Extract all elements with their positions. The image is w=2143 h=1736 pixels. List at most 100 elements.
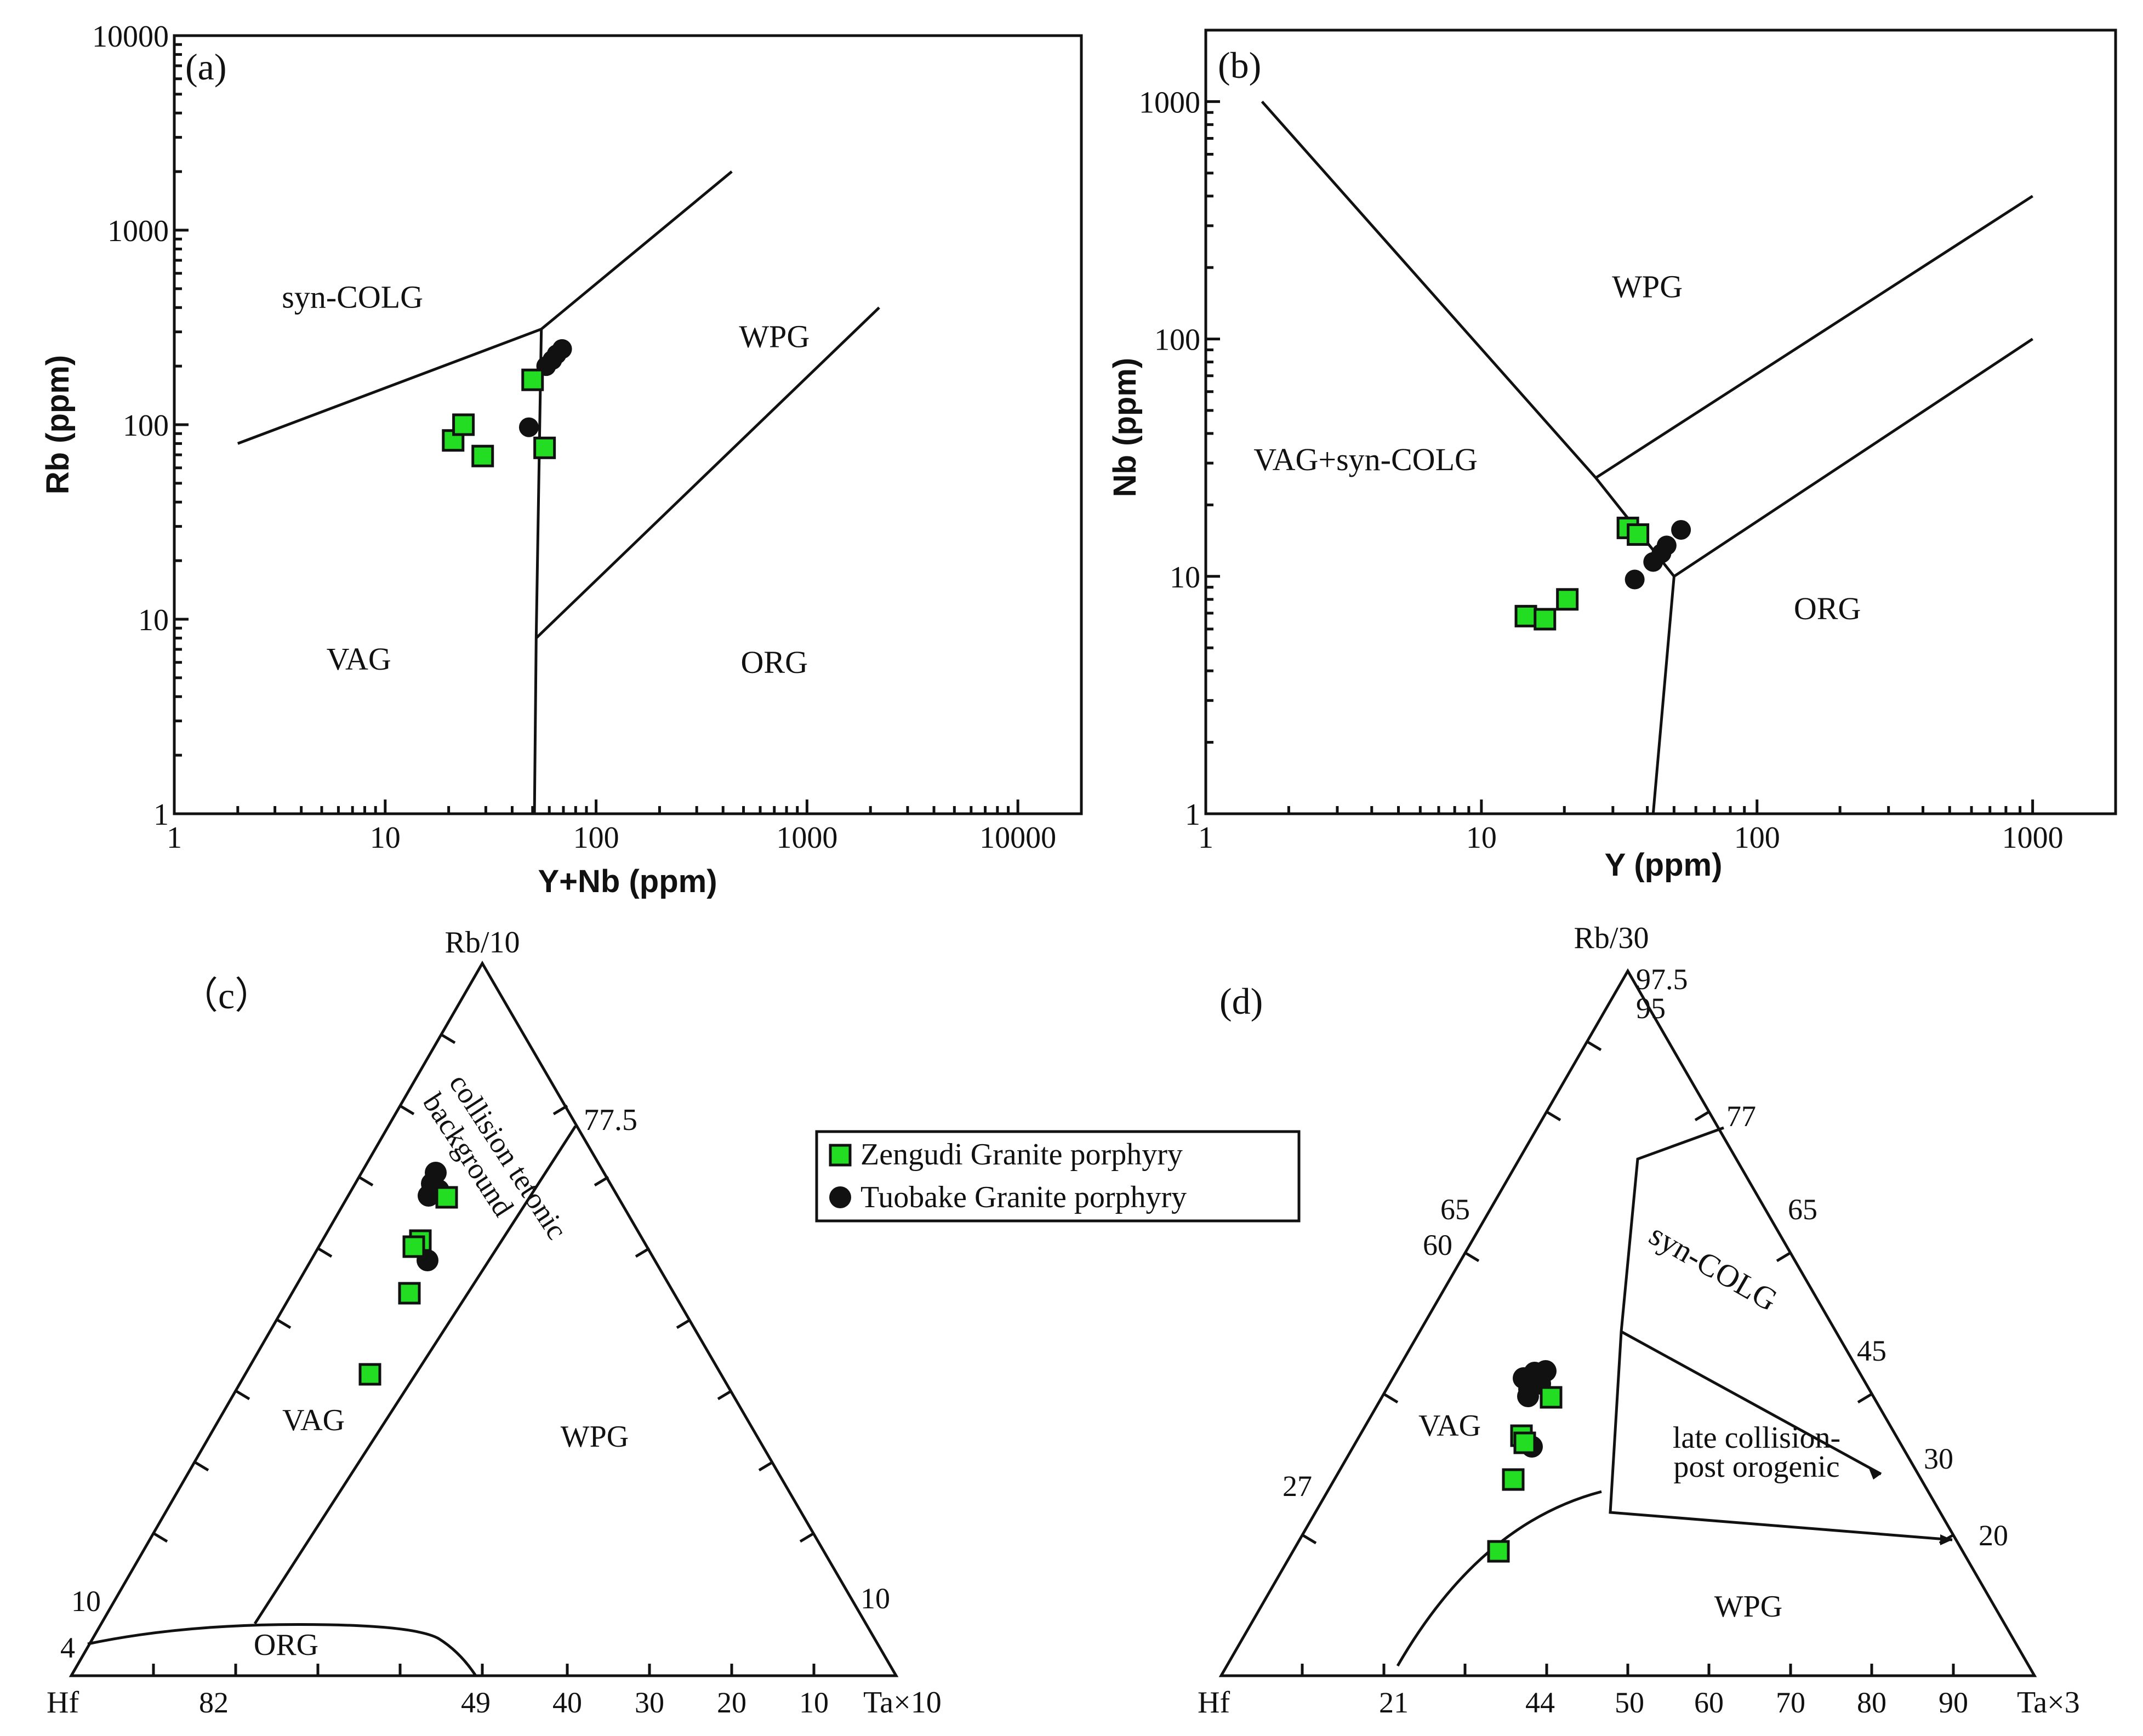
panel-c-collision-boundary	[253, 1125, 577, 1625]
y-tick-label: 10	[138, 603, 169, 637]
zengudi-point	[521, 368, 544, 391]
panel-a-fields: syn-COLG WPG VAG ORG	[282, 279, 810, 680]
panel-d-tick-label: 80	[1857, 1686, 1886, 1719]
panel-c-label: （c）	[181, 975, 272, 1017]
panel-d-tick-label: 90	[1939, 1686, 1968, 1719]
y-tick-label: 10000	[92, 20, 169, 54]
panel-c-apex-left: Hf	[47, 1686, 79, 1720]
panel-b-ylabel: Nb (ppm)	[1107, 358, 1143, 498]
legend-tuobake-label: Tuobake Granite porphyry	[860, 1180, 1187, 1214]
panel-c-tick-label: 30	[635, 1686, 664, 1719]
panel-d-tick-label: 30	[1924, 1442, 1953, 1475]
field-label: syn-COLG	[282, 279, 423, 315]
x-tick-label: 10	[1466, 821, 1497, 855]
panel-a-frame	[173, 34, 1083, 815]
panel-a-label: (a)	[185, 46, 226, 88]
field-label: ORG	[741, 644, 808, 680]
tuobake-point	[1656, 535, 1677, 556]
panel-d-tick-label: 65	[1788, 1193, 1817, 1226]
tick	[1694, 1110, 1710, 1122]
tick	[152, 1532, 168, 1543]
panel-d-tick-label: 77	[1726, 1100, 1756, 1133]
tuobake-point	[1625, 569, 1645, 590]
zengudi-point	[1534, 608, 1557, 631]
x-tick-label: 100	[1734, 821, 1780, 855]
panel-d-tick-label: 45	[1857, 1334, 1886, 1367]
panel-d-tick-label: 20	[1979, 1519, 2008, 1552]
field-label: VAG	[327, 641, 391, 677]
panel-c-apex-top: Rb/10	[445, 926, 520, 960]
zengudi-point	[1627, 523, 1650, 546]
panel-c-triangle	[69, 961, 899, 1677]
tick	[1464, 1251, 1480, 1263]
zengudi-point	[1502, 1468, 1525, 1491]
panel-d-field-wpg: WPG	[1714, 1590, 1782, 1624]
zengudi-point	[471, 444, 494, 467]
y-tick-label: 100	[123, 409, 169, 443]
panel-c-tick-label: 77.5	[584, 1103, 637, 1137]
tick	[235, 1389, 250, 1401]
panel-d-tick-label: 27	[1283, 1470, 1312, 1503]
tuobake-point	[1517, 1385, 1539, 1407]
field-label: VAG+syn-COLG	[1253, 442, 1478, 477]
y-tick-label: 10	[1170, 561, 1200, 595]
zengudi-point	[1556, 588, 1579, 611]
zengudi-point	[1540, 1386, 1563, 1409]
tuobake-point	[518, 417, 539, 437]
tick	[1857, 1392, 1873, 1404]
y-tick-label: 1000	[1139, 85, 1200, 119]
panel-d-tick-label: 21	[1379, 1686, 1409, 1719]
field-label: ORG	[1794, 591, 1861, 626]
tick	[1586, 1040, 1602, 1052]
zengudi-point	[533, 436, 556, 459]
panel-d-arrow-30	[1869, 1469, 1881, 1480]
panel-b-fields: WPG VAG+syn-COLG ORG	[1253, 269, 1861, 626]
panel-d-tick-label: 44	[1525, 1686, 1555, 1719]
boundary-line	[535, 306, 880, 639]
legend: Zengudi Granite porphyry Tuobake Granite…	[815, 1130, 1301, 1223]
panel-c-tick-label: 82	[199, 1686, 229, 1719]
x-tick-label: 1000	[2002, 821, 2064, 855]
tick	[594, 1175, 609, 1187]
panel-d-field-syncolg: syn-COLG	[1644, 1217, 1784, 1318]
zengudi-point	[435, 1186, 458, 1209]
y-tick-label: 1	[153, 798, 169, 832]
boundary-line	[1595, 195, 2033, 479]
x-tick-label: 10	[370, 821, 401, 855]
legend-tuobake-marker	[829, 1186, 851, 1208]
tick	[440, 1033, 456, 1044]
panel-d-field-post-orogenic: post orogenic	[1673, 1450, 1839, 1484]
legend-zengudi-label: Zengudi Granite porphyry	[860, 1138, 1183, 1172]
tick	[799, 1532, 815, 1543]
panel-d-tick-label: 65	[1440, 1193, 1470, 1226]
zengudi-point	[402, 1235, 425, 1258]
panel-d-points	[1487, 1360, 1563, 1563]
panel-d-tick-label: 60	[1423, 1229, 1452, 1261]
zengudi-point	[398, 1282, 421, 1305]
x-tick-label: 1	[167, 821, 182, 855]
boundary-line	[533, 329, 543, 814]
panel-d-field-vag: VAG	[1418, 1409, 1481, 1443]
panel-d-apex-top: Rb/30	[1574, 921, 1649, 955]
tick	[193, 1460, 209, 1472]
legend-box	[815, 1130, 1301, 1223]
panel-c-tick-label: 10	[799, 1686, 829, 1719]
zengudi-point	[1513, 1431, 1536, 1454]
panel-c-points	[358, 1162, 458, 1386]
panel-d-chart: (d) Rb/30 H	[1198, 921, 2080, 1720]
panel-c-tick-label: 4	[60, 1631, 75, 1664]
zengudi-point	[1514, 604, 1537, 627]
tuobake-point	[1671, 519, 1691, 540]
panel-d-tick-label: 60	[1694, 1686, 1724, 1719]
zengudi-point	[452, 413, 475, 436]
x-tick-label: 10000	[979, 821, 1056, 855]
panel-c-tick-label: 40	[552, 1686, 582, 1719]
panel-c-tick-label: 49	[461, 1686, 491, 1719]
y-tick-label: 100	[1154, 323, 1200, 357]
panel-c-field-org: ORG	[254, 1628, 318, 1662]
panel-a-ticks: 1 10 100 1000 10000 1 10 100 1000 10000	[92, 20, 1083, 855]
tick	[1383, 1392, 1399, 1404]
tick	[1776, 1251, 1792, 1263]
tick	[358, 1175, 374, 1187]
panel-c-org-boundary	[87, 1623, 477, 1677]
